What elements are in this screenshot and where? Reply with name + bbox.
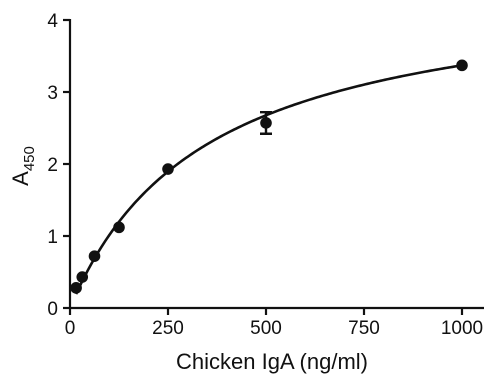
data-point [88, 250, 101, 262]
x-tick-label: 500 [250, 318, 282, 339]
y-tick-label: 2 [47, 155, 58, 176]
x-tick-label: 750 [348, 318, 380, 339]
y-tick-label: 3 [47, 83, 58, 104]
data-point [162, 163, 174, 175]
data-point [76, 271, 89, 283]
y-axis-label-main: A [8, 171, 33, 186]
fitted-curve [74, 64, 463, 295]
x-ticks: 0 250 500 750 1000 [65, 308, 483, 339]
x-tick-label: 0 [65, 318, 76, 339]
data-points [70, 59, 468, 294]
x-tick-label: 250 [152, 318, 184, 339]
y-ticks: 0 1 2 3 4 [47, 11, 70, 320]
y-axis-label-subscript: 450 [21, 146, 38, 171]
axes [68, 19, 484, 310]
y-tick-label: 0 [47, 299, 58, 320]
y-tick-label: 1 [47, 227, 58, 248]
x-tick-label: 1000 [441, 318, 483, 339]
x-axis-label: Chicken IgA (ng/ml) [176, 349, 368, 374]
y-axis-label: A450 [8, 146, 38, 186]
data-point [113, 221, 125, 234]
data-point [70, 282, 82, 294]
data-point [260, 117, 272, 129]
data-point [456, 59, 468, 72]
y-tick-label: 4 [47, 11, 58, 32]
